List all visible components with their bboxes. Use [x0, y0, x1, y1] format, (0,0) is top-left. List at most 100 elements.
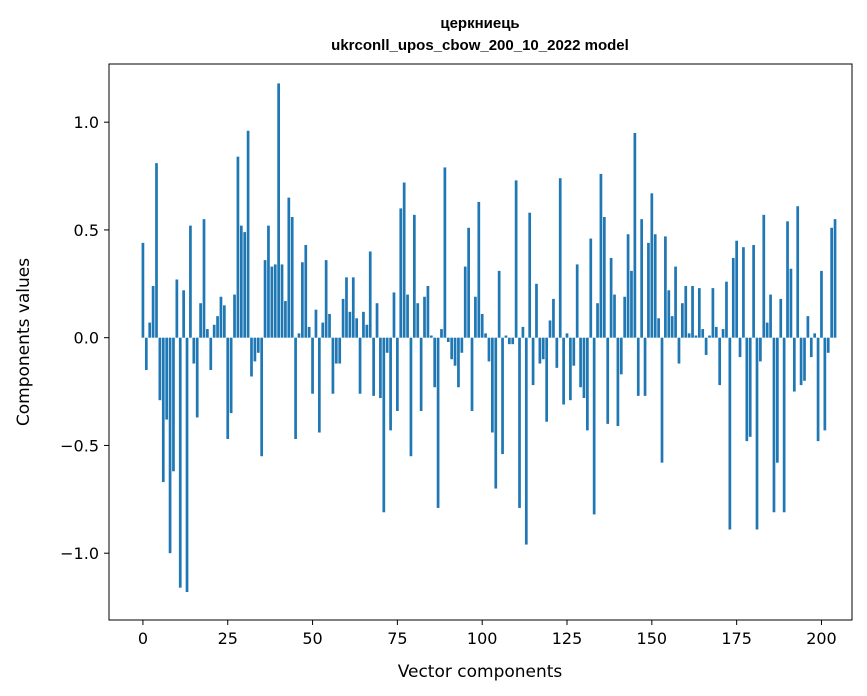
- bar: [168, 337, 172, 554]
- bar: [538, 337, 542, 364]
- bar: [501, 337, 504, 455]
- bar: [494, 337, 498, 489]
- bar: [348, 311, 352, 338]
- bar: [701, 329, 705, 338]
- bar: [206, 329, 209, 338]
- bar: [219, 296, 223, 338]
- bar: [480, 313, 484, 338]
- bar: [273, 264, 277, 338]
- bar: [243, 232, 247, 338]
- bar: [324, 260, 328, 338]
- bar: [616, 337, 620, 427]
- bar: [195, 337, 199, 418]
- bar: [263, 260, 267, 338]
- bar: [681, 303, 684, 338]
- bar: [429, 335, 433, 338]
- bar: [731, 257, 735, 338]
- bar: [813, 333, 817, 338]
- bar: [467, 227, 470, 338]
- bar: [657, 318, 660, 338]
- bar: [226, 337, 230, 439]
- bar: [345, 277, 348, 338]
- bar: [392, 292, 396, 338]
- bar: [379, 337, 382, 399]
- y-axis-ticks: 1.0 0.5 0.0 −0.5 −1.0: [60, 113, 109, 563]
- bar: [640, 219, 644, 338]
- x-axis-label: Vector components: [398, 662, 563, 682]
- bar: [545, 337, 549, 422]
- bar: [667, 290, 671, 338]
- bar: [823, 337, 827, 431]
- bar: [572, 337, 576, 366]
- bar: [647, 242, 650, 338]
- bar: [579, 337, 582, 388]
- bar: [382, 337, 386, 513]
- bar: [697, 288, 701, 338]
- bar: [277, 83, 280, 338]
- bar: [613, 294, 616, 338]
- bar: [806, 316, 810, 338]
- bar: [619, 337, 623, 375]
- bar: [653, 234, 657, 338]
- bar: [202, 219, 206, 338]
- bar: [385, 337, 389, 353]
- bar: [772, 337, 776, 513]
- bar: [446, 337, 450, 342]
- bar: [521, 326, 525, 338]
- bar: [229, 337, 233, 414]
- bar: [470, 337, 474, 411]
- bar: [212, 324, 216, 338]
- chart-title-line2: ukrconll_upos_cbow_200_10_2022 model: [331, 37, 629, 54]
- bar: [151, 285, 155, 338]
- bar: [409, 337, 413, 457]
- bar: [440, 329, 443, 338]
- bar: [189, 225, 192, 338]
- bar: [684, 285, 688, 338]
- bar: [412, 214, 416, 338]
- bar: [155, 163, 158, 338]
- bar: [674, 266, 677, 338]
- bar: [338, 337, 342, 364]
- bar: [436, 337, 440, 508]
- bar: [236, 156, 240, 338]
- bar: [372, 337, 375, 396]
- bar: [396, 337, 399, 411]
- bar: [779, 298, 783, 338]
- x-axis-ticks: 0 25 50 75 100 125 150 175 200: [138, 620, 837, 648]
- bar: [582, 337, 586, 399]
- bar: [246, 130, 250, 338]
- bar: [569, 337, 572, 401]
- bar: [511, 337, 515, 345]
- bar: [786, 221, 789, 338]
- bar: [406, 294, 409, 338]
- bar: [803, 337, 806, 381]
- bar: [650, 193, 654, 338]
- bar: [141, 242, 145, 338]
- x-tick-label: 200: [806, 629, 837, 648]
- bar: [287, 197, 291, 338]
- bar: [586, 337, 589, 431]
- x-tick-label: 25: [218, 629, 238, 648]
- bar: [664, 236, 667, 338]
- plot-frame: [108, 63, 853, 621]
- bar: [742, 247, 745, 338]
- bar: [630, 270, 633, 338]
- bar: [833, 219, 837, 338]
- bar: [351, 277, 355, 338]
- bar: [423, 296, 426, 338]
- bar: [304, 245, 308, 338]
- chart-title-line1: церкниець: [440, 15, 519, 32]
- bar: [222, 305, 226, 338]
- bar: [491, 337, 494, 433]
- bar: [541, 337, 545, 360]
- bar: [694, 335, 698, 338]
- bar: [328, 313, 331, 338]
- bar: [365, 324, 369, 338]
- bar: [820, 270, 823, 338]
- bar: [433, 337, 437, 388]
- bar: [280, 264, 284, 338]
- y-tick-label: −1.0: [60, 544, 99, 563]
- bar: [575, 264, 579, 338]
- y-tick-label: 0.5: [74, 221, 99, 240]
